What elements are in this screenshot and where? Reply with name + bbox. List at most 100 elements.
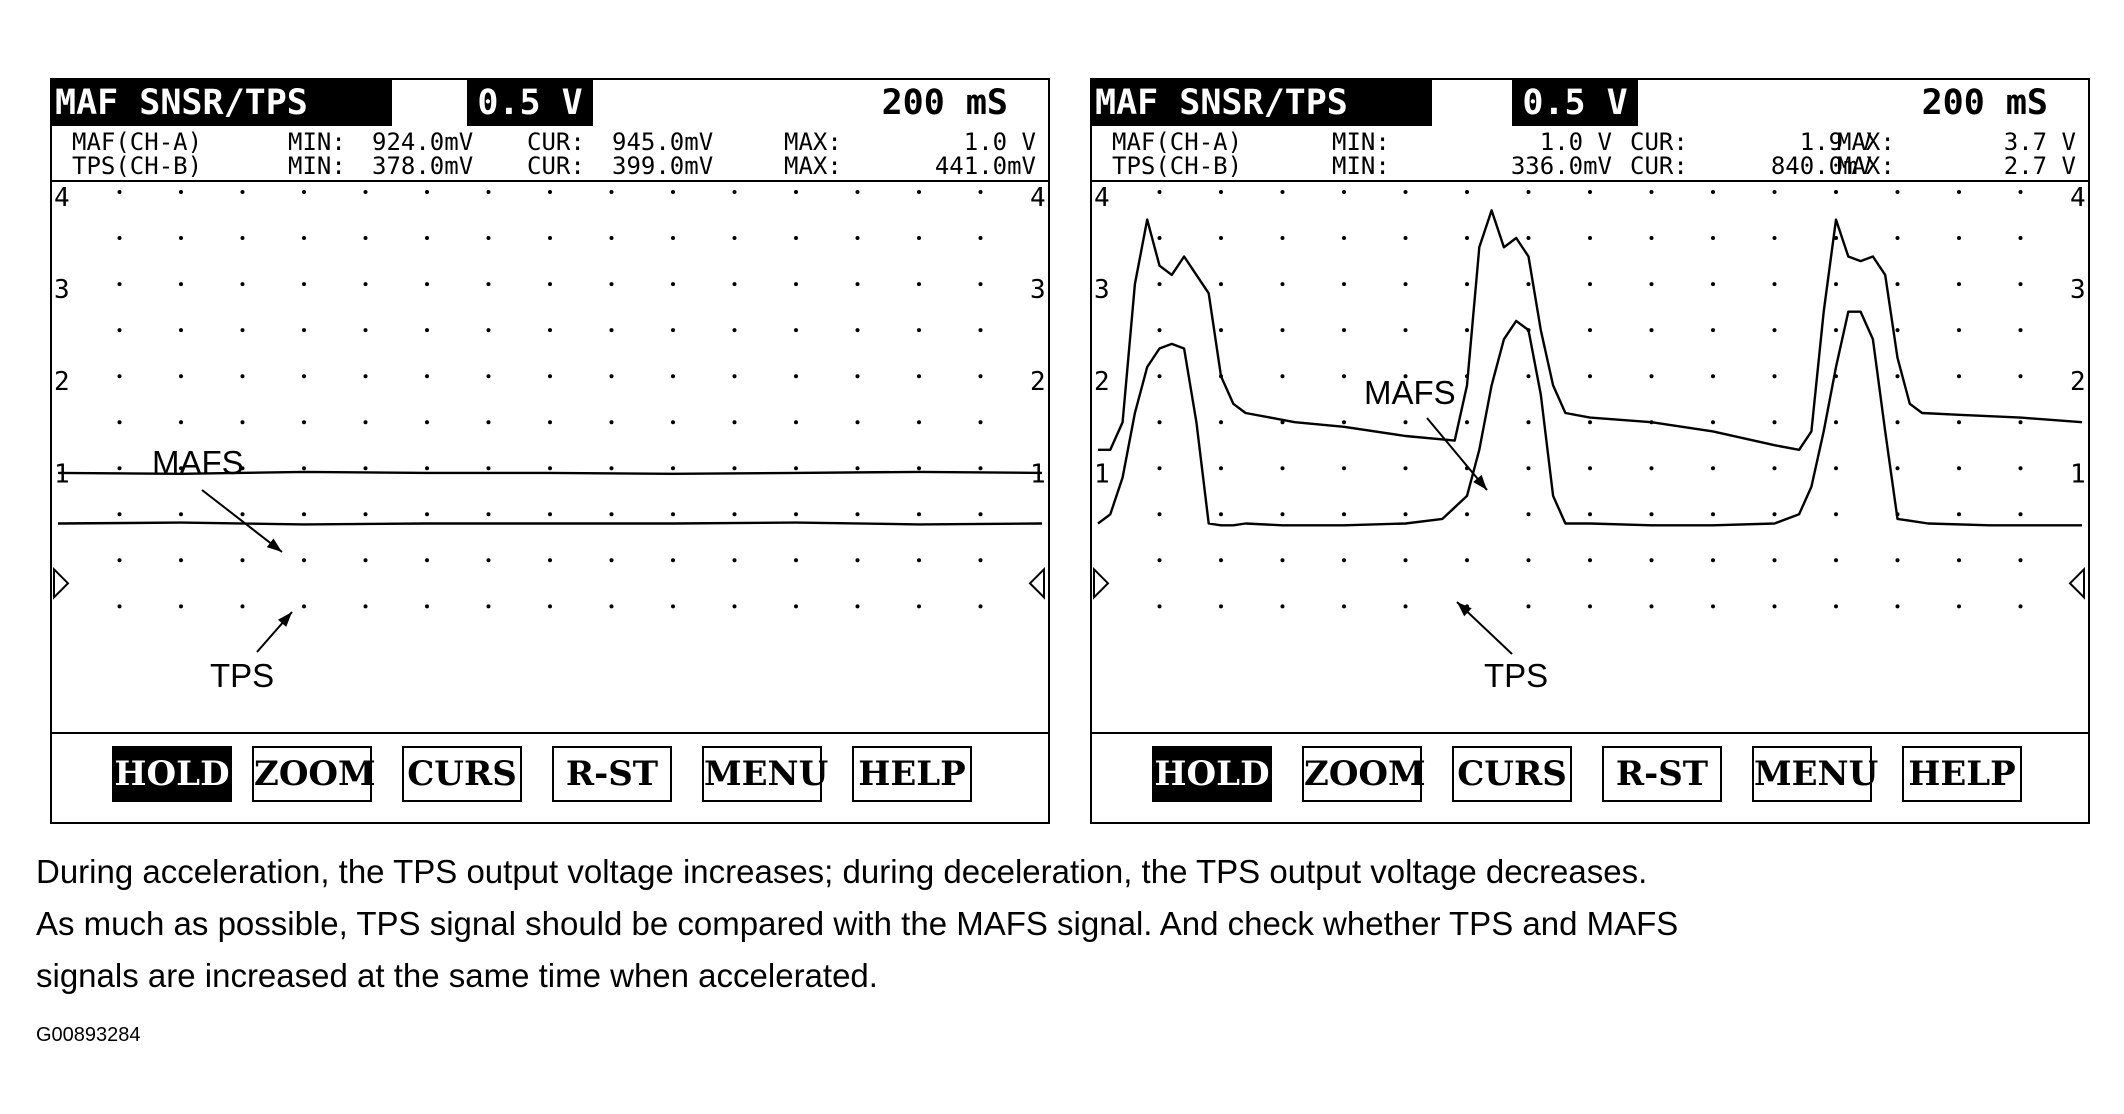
grid-dot [548, 190, 552, 194]
grid-dot [1403, 512, 1408, 517]
grid-dot [1649, 512, 1654, 517]
grid-dot [1588, 328, 1592, 333]
grid-dot [179, 420, 183, 425]
time-div-setting[interactable]: 200 mS [881, 83, 1008, 123]
grid-dot [1342, 282, 1346, 287]
r-st-button[interactable]: R-ST [1602, 746, 1722, 802]
readout-channel-b: TPS(CH-B) MIN: 336.0mV CUR: 840.0mV MAX:… [1092, 154, 2088, 178]
grid-dot [1465, 558, 1469, 563]
grid-dot [1834, 466, 1838, 471]
grid-dot [1588, 374, 1592, 379]
grid-dot [794, 282, 798, 287]
grid-dot [1280, 236, 1285, 240]
time-div-setting[interactable]: 200 mS [1921, 83, 2048, 123]
grid-dot [1157, 512, 1162, 517]
grid-dot [1588, 466, 1592, 471]
grid-dot [671, 604, 675, 609]
grid-dot [671, 420, 675, 425]
hold-button[interactable]: HOLD [112, 746, 232, 802]
curs-button[interactable]: CURS [402, 746, 522, 802]
annotation-mafs-label: MAFS [1364, 374, 1456, 411]
waveform-plot: 4 4 3 3 2 2 1 1 MAFS TPS [52, 182, 1048, 732]
grid-dot [1465, 420, 1469, 425]
y-tick-label-right: 1 [1030, 459, 1046, 489]
grid-dot [1342, 604, 1346, 609]
grid-dot [1772, 282, 1777, 287]
help-button[interactable]: HELP [852, 746, 972, 802]
grid-dot [425, 420, 429, 425]
menu-button[interactable]: MENU [702, 746, 828, 802]
grid-dot [1957, 420, 1961, 425]
grid-dot [855, 328, 860, 333]
grid-dot [548, 420, 552, 425]
grid-dot [1526, 512, 1531, 517]
grid-dot [978, 282, 983, 287]
y-tick-label-right: 4 [1030, 183, 1046, 213]
grid-dot [1957, 558, 1961, 563]
grid-dot [1588, 282, 1592, 287]
zoom-button[interactable]: ZOOM [1302, 746, 1426, 802]
grid-dot [1772, 328, 1777, 333]
grid-dot [1342, 374, 1346, 379]
grid-dot [917, 190, 921, 194]
grid-dot [671, 282, 675, 287]
trigger-marker-left-icon [53, 566, 70, 600]
grid-dot [548, 374, 552, 379]
grid-dot [1219, 282, 1223, 287]
grid-dot [117, 420, 122, 425]
grid-dot [1219, 420, 1223, 425]
grid-dots [117, 190, 983, 609]
grid-dot [1342, 190, 1346, 194]
curs-button[interactable]: CURS [1452, 746, 1572, 802]
grid-dot [1157, 420, 1162, 425]
y-tick-label-left: 2 [54, 367, 70, 397]
grid-dot [302, 282, 306, 287]
volt-div-setting[interactable]: 0.5 V [467, 80, 593, 126]
grid-dot [1711, 558, 1715, 563]
grid-dot [1711, 420, 1715, 425]
grid-dot [1465, 190, 1469, 194]
grid-dot [302, 420, 306, 425]
grid-dot [548, 604, 552, 609]
grid-dot [609, 512, 614, 517]
min-label: MIN: [1332, 128, 1390, 156]
grid-dot [1465, 282, 1469, 287]
trigger-marker-right-icon [1028, 566, 1045, 600]
grid-dot [240, 604, 245, 609]
grid-dot [1403, 328, 1408, 333]
hold-button[interactable]: HOLD [1152, 746, 1272, 802]
grid-dot [486, 190, 491, 194]
caption-line: As much as possible, TPS signal should b… [36, 905, 1679, 942]
grid-dot [1895, 190, 1900, 194]
grid-dot [2018, 190, 2023, 194]
header-divider [1092, 180, 2088, 182]
grid-dot [1957, 328, 1961, 333]
y-tick-label-left: 2 [1094, 367, 1110, 397]
r-st-button[interactable]: R-ST [552, 746, 672, 802]
grid-dots [1157, 190, 2023, 609]
grid-dot [1772, 558, 1777, 563]
grid-dot [1772, 374, 1777, 379]
y-tick-label-left: 3 [1094, 275, 1110, 305]
grid-dot [548, 282, 552, 287]
zoom-button[interactable]: ZOOM [252, 746, 376, 802]
grid-dot [1219, 558, 1223, 563]
grid-dot [1895, 420, 1900, 425]
volt-div-setting[interactable]: 0.5 V [1512, 80, 1638, 126]
help-button[interactable]: HELP [1902, 746, 2022, 802]
caption-line: During acceleration, the TPS output volt… [36, 853, 1648, 890]
grid-dot [1772, 466, 1777, 471]
grid-dot [240, 420, 245, 425]
menu-button[interactable]: MENU [1752, 746, 1878, 802]
y-tick-label-left: 1 [54, 459, 70, 489]
grid-dot [671, 558, 675, 563]
grid-dot [240, 236, 245, 240]
grid-dot [486, 236, 491, 240]
y-tick-label-right: 3 [2070, 275, 2086, 305]
grid-dot [2018, 420, 2023, 425]
grid-dot [548, 466, 552, 471]
grid-dot [978, 512, 983, 517]
grid-dot [1711, 236, 1715, 240]
grid-dot [1526, 420, 1531, 425]
grid-dot [240, 190, 245, 194]
